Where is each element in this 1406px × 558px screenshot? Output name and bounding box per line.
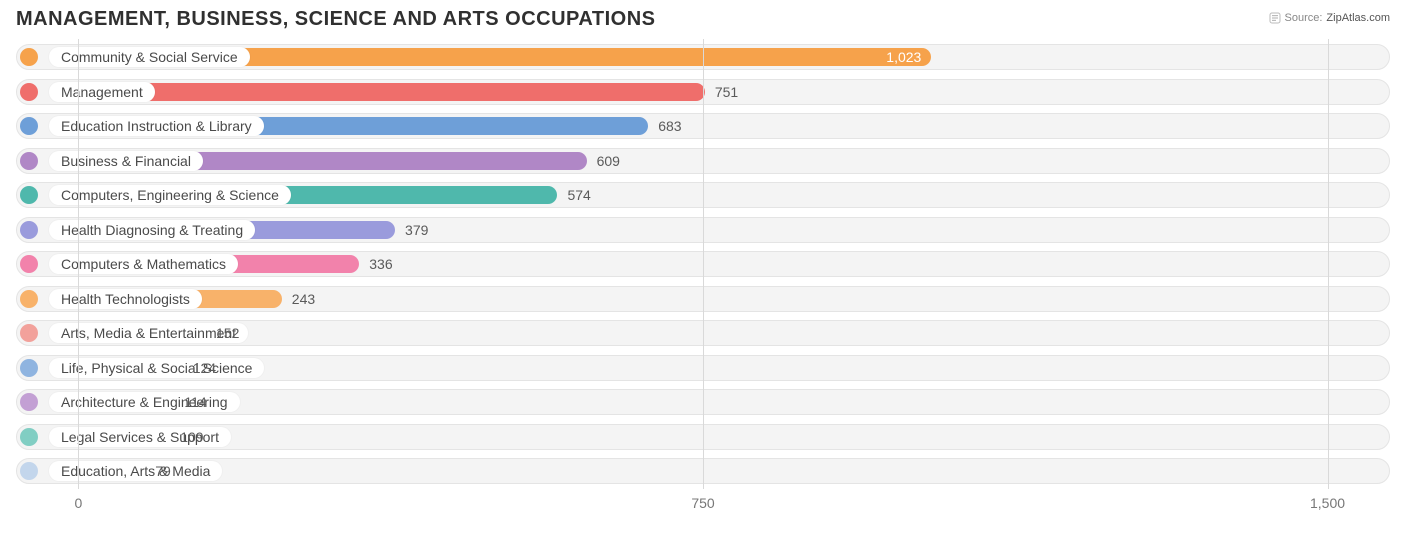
bar-cap bbox=[20, 221, 38, 239]
chart-title: MANAGEMENT, BUSINESS, SCIENCE AND ARTS O… bbox=[16, 8, 655, 31]
bar-cap bbox=[20, 324, 38, 342]
category-label: Computers, Engineering & Science bbox=[49, 185, 291, 205]
gridline bbox=[703, 39, 704, 489]
x-tick-label: 1,500 bbox=[1310, 495, 1345, 511]
value-label: 124 bbox=[193, 360, 216, 376]
value-label: 336 bbox=[369, 256, 392, 272]
value-label: 379 bbox=[405, 222, 428, 238]
category-label: Education, Arts & Media bbox=[49, 461, 222, 481]
bar-cap bbox=[20, 255, 38, 273]
bar-cap bbox=[20, 428, 38, 446]
value-label: 114 bbox=[184, 394, 206, 410]
bar-cap bbox=[20, 359, 38, 377]
category-label: Life, Physical & Social Science bbox=[49, 358, 264, 378]
bar-cap bbox=[20, 290, 38, 308]
category-label: Management bbox=[49, 82, 155, 102]
source-icon bbox=[1269, 12, 1281, 24]
x-tick-label: 750 bbox=[691, 495, 714, 511]
category-label: Health Diagnosing & Treating bbox=[49, 220, 255, 240]
value-label: 152 bbox=[216, 325, 239, 341]
gridline bbox=[1328, 39, 1329, 489]
source-label: Source: bbox=[1285, 12, 1323, 24]
source-attribution: Source: ZipAtlas.com bbox=[1269, 8, 1391, 24]
source-value: ZipAtlas.com bbox=[1326, 12, 1390, 24]
category-label: Education Instruction & Library bbox=[49, 116, 264, 136]
plot-region: Community & Social Service1,023Managemen… bbox=[16, 39, 1390, 515]
gridline bbox=[78, 39, 79, 489]
value-label: 609 bbox=[597, 153, 620, 169]
value-label: 751 bbox=[715, 84, 738, 100]
value-label: 574 bbox=[567, 187, 590, 203]
chart-header: MANAGEMENT, BUSINESS, SCIENCE AND ARTS O… bbox=[0, 0, 1406, 35]
bar-cap bbox=[20, 186, 38, 204]
category-label: Computers & Mathematics bbox=[49, 254, 238, 274]
x-tick-label: 0 bbox=[75, 495, 83, 511]
value-label: 683 bbox=[658, 118, 681, 134]
bar-cap bbox=[20, 462, 38, 480]
category-label: Health Technologists bbox=[49, 289, 202, 309]
category-label: Legal Services & Support bbox=[49, 427, 231, 447]
category-label: Business & Financial bbox=[49, 151, 203, 171]
bar-cap bbox=[20, 152, 38, 170]
chart-area: Community & Social Service1,023Managemen… bbox=[0, 35, 1406, 515]
x-axis: 0 750 1,500 bbox=[16, 493, 1390, 515]
bar-cap bbox=[20, 83, 38, 101]
bar-cap bbox=[20, 48, 38, 66]
value-label: 1,023 bbox=[886, 49, 921, 65]
bar-fill bbox=[79, 83, 704, 101]
bar-cap bbox=[20, 393, 38, 411]
bar-cap bbox=[20, 117, 38, 135]
value-label: 79 bbox=[155, 463, 171, 479]
value-label: 109 bbox=[180, 429, 203, 445]
value-label: 243 bbox=[292, 291, 315, 307]
